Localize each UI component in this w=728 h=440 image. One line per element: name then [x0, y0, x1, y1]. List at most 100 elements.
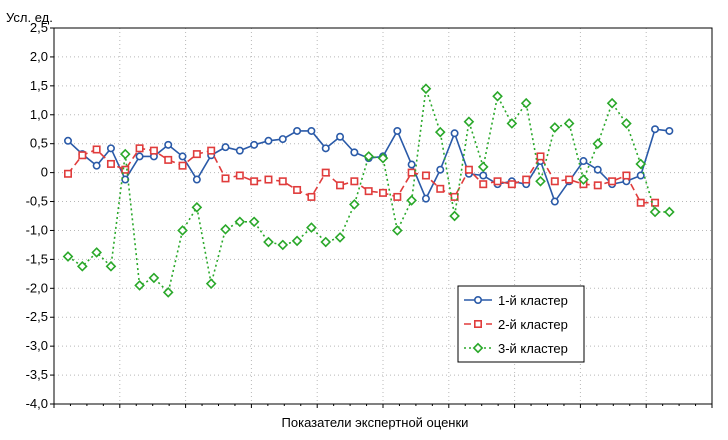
- data-point: [464, 165, 473, 174]
- y-tick-label: 1,5: [30, 78, 48, 93]
- data-point: [149, 146, 158, 155]
- y-tick-label: 2,5: [30, 20, 48, 35]
- data-point: [636, 198, 645, 207]
- data-point: [364, 187, 373, 196]
- data-point: [579, 157, 588, 166]
- data-point: [393, 126, 402, 135]
- data-point: [651, 198, 660, 207]
- data-point: [105, 260, 117, 272]
- data-point: [277, 239, 289, 251]
- data-point: [264, 136, 273, 145]
- data-point: [473, 319, 482, 328]
- data-point: [473, 295, 482, 304]
- data-point: [135, 144, 144, 153]
- data-point: [248, 216, 260, 228]
- y-axis-ticks: 2,5 2,0 1,5 1,0 0,5 0 -0,5 -1,0 -1,5 -2,0 -2,5 -3,0…: [26, 20, 54, 411]
- data-point: [106, 144, 115, 153]
- data-point: [363, 151, 375, 162]
- data-point: [477, 161, 489, 173]
- data-point: [593, 165, 602, 174]
- data-point: [463, 116, 475, 128]
- x-axis-title: Показатели экспертной оценки: [282, 415, 469, 430]
- data-point: [307, 126, 316, 135]
- y-tick-label: -3,5: [26, 367, 48, 382]
- data-point: [436, 165, 445, 174]
- data-point: [421, 194, 430, 203]
- data-point: [64, 169, 73, 178]
- legend-item: 3-й кластер: [464, 341, 568, 356]
- data-point: [177, 225, 188, 236]
- data-point: [64, 136, 73, 145]
- data-point: [221, 143, 230, 152]
- legend-item: 1-й кластер: [464, 293, 568, 308]
- data-point: [293, 126, 302, 135]
- data-point: [506, 118, 518, 129]
- data-point: [334, 232, 346, 243]
- data-point: [664, 206, 675, 218]
- data-point: [205, 278, 217, 290]
- data-point: [62, 251, 74, 262]
- data-point: [350, 148, 359, 157]
- data-point: [492, 90, 503, 102]
- data-point: [472, 342, 484, 354]
- data-point: [336, 132, 345, 141]
- data-point: [135, 152, 144, 161]
- legend-item: 2-й кластер: [464, 317, 568, 332]
- data-point: [593, 181, 602, 190]
- data-point: [164, 155, 173, 164]
- data-point: [250, 140, 259, 149]
- data-point: [665, 126, 674, 135]
- data-point: [520, 97, 532, 109]
- data-point: [393, 192, 402, 201]
- data-point: [162, 287, 174, 298]
- y-tick-label: -3,0: [26, 338, 48, 353]
- data-point: [420, 83, 432, 95]
- y-tick-label: 2,0: [30, 49, 48, 64]
- y-tick-label: -0,5: [26, 194, 48, 209]
- data-point: [507, 180, 516, 189]
- data-point: [76, 260, 88, 272]
- data-point: [391, 225, 403, 236]
- data-point: [264, 175, 273, 184]
- data-point: [192, 150, 201, 159]
- data-point: [635, 158, 647, 170]
- data-point: [378, 188, 387, 197]
- y-tick-label: 1,0: [30, 107, 48, 122]
- data-point: [278, 177, 287, 186]
- data-point: [235, 146, 244, 155]
- data-point: [434, 126, 446, 138]
- y-tick-label: 0: [41, 165, 48, 180]
- y-tick-label: -4,0: [26, 396, 48, 411]
- data-point: [349, 199, 360, 210]
- data-point: [550, 177, 559, 186]
- data-point: [649, 206, 661, 218]
- y-axis-title: Усл. ед.: [6, 10, 53, 25]
- data-point: [220, 223, 231, 235]
- data-point: [406, 195, 417, 206]
- data-point: [207, 146, 216, 155]
- data-point: [407, 168, 416, 177]
- data-point: [608, 177, 617, 186]
- data-point: [178, 161, 187, 170]
- data-point: [321, 168, 330, 177]
- data-point: [622, 171, 631, 180]
- data-point: [449, 210, 460, 222]
- data-point: [78, 151, 87, 160]
- series-layer: [62, 83, 675, 298]
- series-3: [62, 83, 675, 298]
- data-point: [92, 145, 101, 154]
- data-point: [549, 122, 561, 133]
- legend: 1-й кластер 2-й кластер 3-й кластер: [457, 285, 585, 363]
- data-point: [522, 175, 531, 184]
- data-point: [121, 165, 130, 174]
- data-point: [178, 152, 187, 161]
- data-point: [651, 125, 660, 134]
- data-point: [192, 175, 201, 184]
- data-point: [191, 201, 203, 213]
- data-point: [536, 152, 545, 161]
- data-point: [479, 180, 488, 189]
- grid: [53, 28, 713, 408]
- data-point: [336, 181, 345, 190]
- plot-frame: [53, 27, 713, 405]
